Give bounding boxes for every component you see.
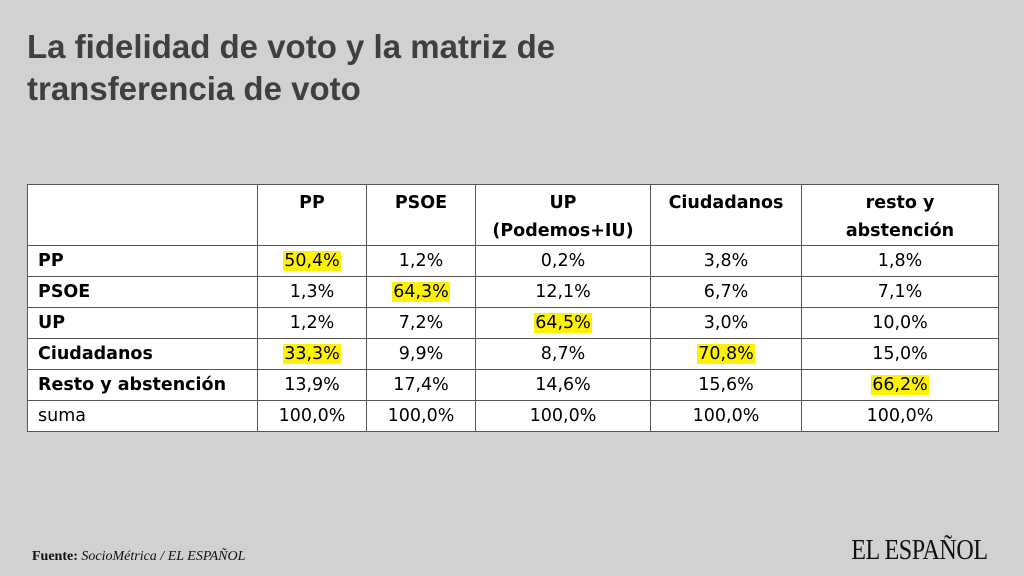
column-header-line: Ciudadanos	[668, 193, 784, 213]
table-row: suma 100,0% 100,0% 100,0% 100,0% 100,0%	[27, 400, 999, 432]
table-cell: 15,6%	[650, 369, 802, 401]
table-cell: 1,3%	[257, 276, 367, 308]
table-row: Ciudadanos 33,3% 9,9% 8,7% 70,8% 15,0%	[27, 338, 999, 370]
table-cell: 64,3%	[366, 276, 476, 308]
page-title: La fidelidad de voto y la matriz de tran…	[27, 26, 747, 110]
cell-value: 6,7%	[703, 282, 749, 302]
row-label: Resto y abstención	[27, 369, 258, 401]
table-cell: 6,7%	[650, 276, 802, 308]
source-text: SocioMétrica / EL ESPAÑOL	[81, 549, 246, 564]
table-body: PP 50,4% 1,2% 0,2% 3,8% 1,8% PSOE 1,3% 64,3% 12,1…	[27, 245, 999, 432]
table-cell: 64,5%	[475, 307, 651, 339]
cell-value-highlighted: 64,3%	[392, 282, 450, 302]
column-header-line: resto y	[865, 193, 935, 213]
table-cell: 66,2%	[801, 369, 999, 401]
cell-value: 14,6%	[535, 375, 591, 395]
column-header: UP (Podemos+IU)	[475, 184, 651, 246]
column-header-line: PP	[299, 193, 325, 213]
table-cell: 14,6%	[475, 369, 651, 401]
title-line-2: transferencia de voto	[27, 70, 361, 107]
cell-value: 12,1%	[535, 282, 591, 302]
table-header: PP PSOE UP (Podemos+IU) Ciudadanos resto y abs…	[27, 184, 999, 246]
column-header-line: abstención	[845, 221, 955, 241]
table-cell: 3,8%	[650, 245, 802, 277]
cell-value: 10,0%	[872, 313, 928, 333]
table-cell: 1,2%	[366, 245, 476, 277]
cell-value-highlighted: 50,4%	[283, 251, 341, 271]
cell-value: 17,4%	[393, 375, 449, 395]
table-cell: 12,1%	[475, 276, 651, 308]
cell-value-highlighted: 33,3%	[283, 344, 341, 364]
cell-value: 100,0%	[387, 406, 455, 426]
cell-value: 15,6%	[698, 375, 754, 395]
column-header-line: (Podemos+IU)	[492, 221, 634, 241]
table-cell: 8,7%	[475, 338, 651, 370]
cell-value: 9,9%	[398, 344, 444, 364]
table-cell: 1,2%	[257, 307, 367, 339]
table-row: UP 1,2% 7,2% 64,5% 3,0% 10,0%	[27, 307, 999, 339]
source-label: Fuente:	[32, 549, 78, 564]
cell-value: 1,2%	[398, 251, 444, 271]
column-header: Ciudadanos	[650, 184, 802, 246]
title-line-1: La fidelidad de voto y la matriz de	[27, 28, 556, 65]
table-cell: 3,0%	[650, 307, 802, 339]
cell-value-highlighted: 64,5%	[534, 313, 592, 333]
header-row: PP PSOE UP (Podemos+IU) Ciudadanos resto y abs…	[27, 184, 999, 246]
table-cell: 15,0%	[801, 338, 999, 370]
row-label: PP	[27, 245, 258, 277]
cell-value: 1,8%	[877, 251, 923, 271]
row-label: UP	[27, 307, 258, 339]
cell-value-highlighted: 70,8%	[697, 344, 755, 364]
cell-value: 7,1%	[877, 282, 923, 302]
table-cell: 100,0%	[257, 400, 367, 432]
row-label: suma	[27, 400, 258, 432]
column-header-line: PSOE	[394, 193, 448, 213]
el-espanol-logo: EL ESPAÑOL	[851, 535, 989, 566]
row-label: Ciudadanos	[27, 338, 258, 370]
table-cell: 7,1%	[801, 276, 999, 308]
table-cell: 100,0%	[475, 400, 651, 432]
cell-value: 13,9%	[284, 375, 340, 395]
table-row: PSOE 1,3% 64,3% 12,1% 6,7% 7,1%	[27, 276, 999, 308]
table-cell: 70,8%	[650, 338, 802, 370]
cell-value: 3,0%	[703, 313, 749, 333]
cell-value: 100,0%	[529, 406, 597, 426]
source-note: Fuente: SocioMétrica / EL ESPAÑOL	[32, 549, 245, 565]
column-header-line: UP	[549, 193, 577, 213]
column-header: PP	[257, 184, 367, 246]
column-header: PSOE	[366, 184, 476, 246]
cell-value: 15,0%	[872, 344, 928, 364]
table-cell: 50,4%	[257, 245, 367, 277]
header-corner-cell	[27, 184, 258, 246]
cell-value: 100,0%	[278, 406, 346, 426]
table-cell: 33,3%	[257, 338, 367, 370]
cell-value: 1,2%	[289, 313, 335, 333]
cell-value: 7,2%	[398, 313, 444, 333]
cell-value: 1,3%	[289, 282, 335, 302]
table-cell: 10,0%	[801, 307, 999, 339]
cell-value-highlighted: 66,2%	[871, 375, 929, 395]
table-cell: 13,9%	[257, 369, 367, 401]
table-cell: 17,4%	[366, 369, 476, 401]
table-cell: 100,0%	[801, 400, 999, 432]
cell-value: 3,8%	[703, 251, 749, 271]
table-row: Resto y abstención 13,9% 17,4% 14,6% 15,6% 66…	[27, 369, 999, 401]
cell-value: 100,0%	[692, 406, 760, 426]
table-cell: 0,2%	[475, 245, 651, 277]
cell-value: 8,7%	[540, 344, 586, 364]
table-cell: 9,9%	[366, 338, 476, 370]
table-cell: 1,8%	[801, 245, 999, 277]
column-header: resto y abstención	[801, 184, 999, 246]
table-cell: 100,0%	[650, 400, 802, 432]
vote-transfer-table: PP PSOE UP (Podemos+IU) Ciudadanos resto y abs…	[27, 184, 999, 432]
table-cell: 100,0%	[366, 400, 476, 432]
row-label: PSOE	[27, 276, 258, 308]
cell-value: 100,0%	[866, 406, 934, 426]
table-cell: 7,2%	[366, 307, 476, 339]
cell-value: 0,2%	[540, 251, 586, 271]
table-row: PP 50,4% 1,2% 0,2% 3,8% 1,8%	[27, 245, 999, 277]
